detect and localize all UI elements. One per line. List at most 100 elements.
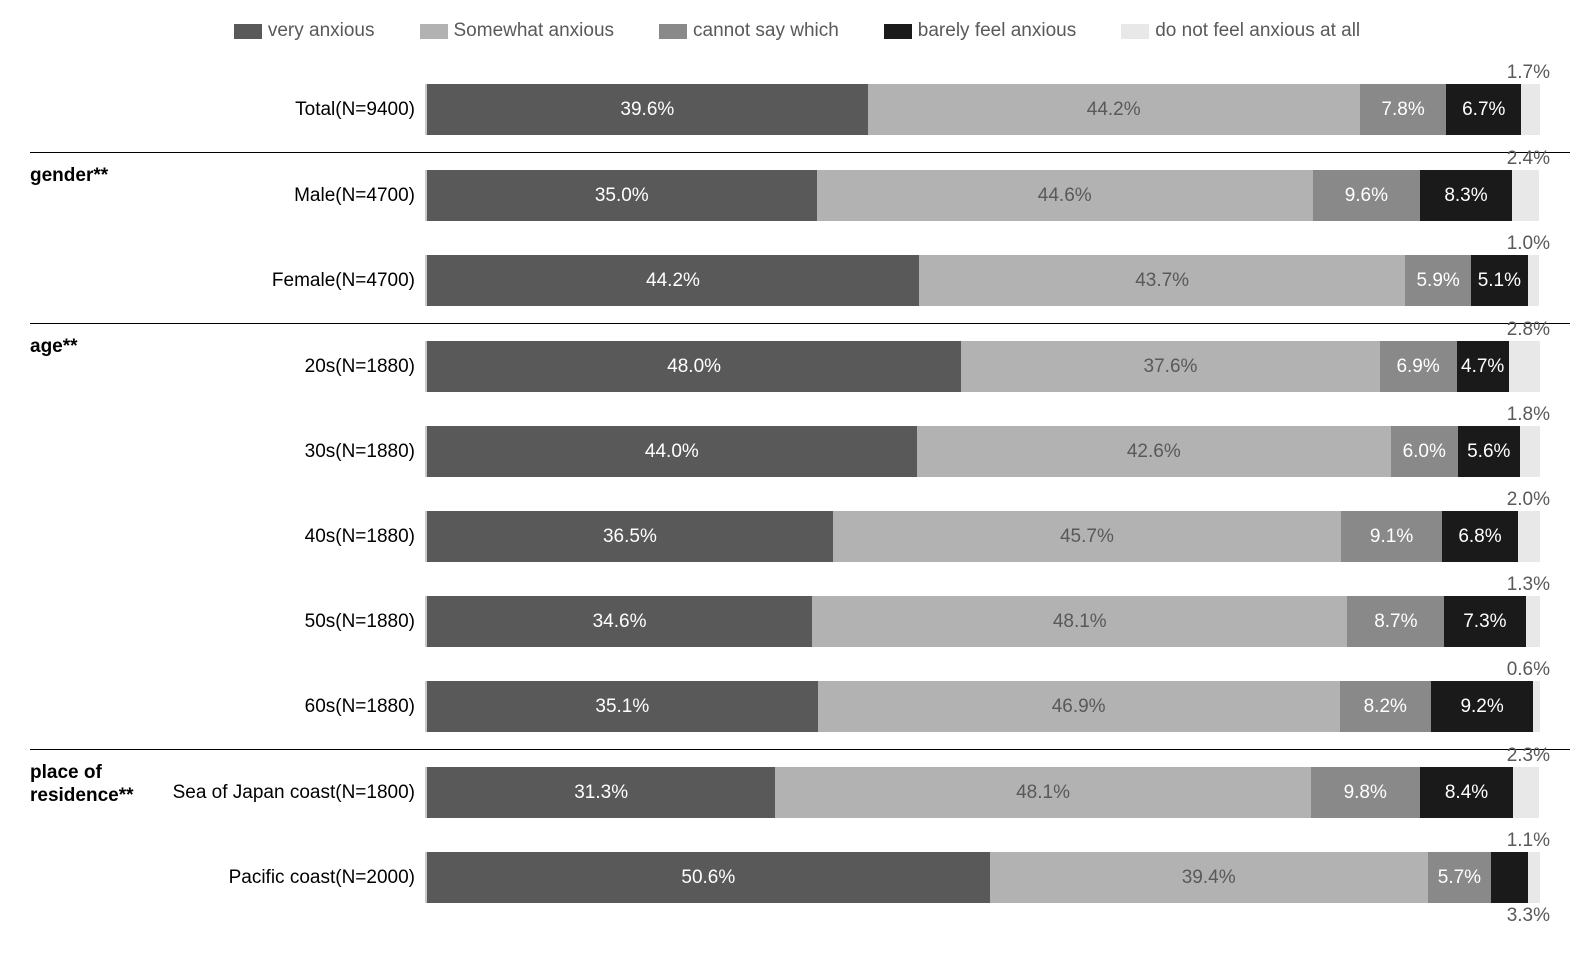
bar: 50.6%39.4%5.7%1.1%3.3% [425,852,1540,903]
external-label-top: 1.8% [1507,404,1550,426]
bar: 39.6%44.2%7.8%6.7%1.7% [425,84,1540,135]
bar-segment: 48.1% [812,596,1347,647]
external-label-bottom: 3.3% [1507,905,1550,927]
bar-segment: 9.2% [1431,681,1533,732]
legend-swatch [659,24,687,39]
row-label: 60s(N=1880) [30,696,425,718]
bar: 31.3%48.1%9.8%8.4%2.3% [425,767,1540,818]
row-label: Male(N=4700) [30,185,425,207]
bar-segment: 39.4% [990,852,1428,903]
group: gender**Male(N=4700)35.0%44.6%9.6%8.3%2.… [30,153,1564,323]
bar-segment: 7.8% [1360,84,1447,135]
legend-swatch [884,24,912,39]
bar-segment: 9.1% [1341,511,1442,562]
bar-segment: 8.7% [1347,596,1444,647]
bar-segment: 5.9% [1405,255,1471,306]
bar-segment: 35.0% [427,170,817,221]
chart-area: Total(N=9400)39.6%44.2%7.8%6.7%1.7%gende… [30,67,1564,920]
legend-swatch [420,24,448,39]
chart-row: Female(N=4700)44.2%43.7%5.9%5.1%1.0% [30,238,1564,323]
bar-segment [1533,681,1540,732]
bar-segment: 5.7% [1428,852,1491,903]
chart-row: 40s(N=1880)36.5%45.7%9.1%6.8%2.0% [30,494,1564,579]
bar-segment: 37.6% [961,341,1379,392]
bar-segment: 44.2% [868,84,1360,135]
group: place of residence**Sea of Japan coast(N… [30,750,1564,920]
bar-segment: 5.1% [1471,255,1528,306]
bar: 34.6%48.1%8.7%7.3%1.3% [425,596,1540,647]
row-label: 50s(N=1880) [30,611,425,633]
bar-segment: 8.3% [1420,170,1512,221]
external-label-top: 1.0% [1507,233,1550,255]
external-label-top: 1.7% [1507,62,1550,84]
chart-row: 20s(N=1880)48.0%37.6%6.9%4.7%2.8% [30,324,1564,409]
bar-segment [1518,511,1540,562]
bar-segment [1512,170,1539,221]
bar: 44.2%43.7%5.9%5.1%1.0% [425,255,1540,306]
bar-segment: 8.2% [1340,681,1431,732]
bar-segment: 43.7% [919,255,1405,306]
bar-segment [1520,426,1540,477]
bar-segment: 4.7% [1457,341,1509,392]
bar-segment: 44.6% [817,170,1313,221]
bar-segment [1521,84,1540,135]
bar: 35.0%44.6%9.6%8.3%2.4% [425,170,1540,221]
row-label: 40s(N=1880) [30,526,425,548]
bar-segment: 42.6% [917,426,1391,477]
chart-row: Total(N=9400)39.6%44.2%7.8%6.7%1.7% [30,67,1564,152]
row-label: Sea of Japan coast(N=1800) [30,782,425,804]
row-label: Female(N=4700) [30,270,425,292]
bar: 44.0%42.6%6.0%5.6%1.8% [425,426,1540,477]
bar-segment [1513,767,1539,818]
bar-segment: 6.8% [1442,511,1518,562]
bar-segment: 9.6% [1313,170,1420,221]
bar-segment [1526,596,1540,647]
legend-swatch [234,24,262,39]
row-label: Total(N=9400) [30,99,425,121]
bar-segment: 44.0% [427,426,917,477]
chart-row: Pacific coast(N=2000)50.6%39.4%5.7%1.1%3… [30,835,1564,920]
bar-segment: 31.3% [427,767,775,818]
bar-segment: 7.3% [1444,596,1525,647]
external-label-top: 2.3% [1507,745,1550,767]
bar-segment [1509,341,1540,392]
bar-segment: 48.1% [775,767,1310,818]
row-label: Pacific coast(N=2000) [30,867,425,889]
bar-segment [1528,852,1540,903]
bar-segment: 8.4% [1420,767,1513,818]
external-label-top: 0.6% [1507,659,1550,681]
group: age**20s(N=1880)48.0%37.6%6.9%4.7%2.8%30… [30,324,1564,749]
bar-segment [1528,255,1539,306]
external-label-top: 2.4% [1507,148,1550,170]
bar-segment: 34.6% [427,596,812,647]
chart-row: 60s(N=1880)35.1%46.9%8.2%9.2%0.6% [30,664,1564,749]
legend-label: barely feel anxious [918,20,1076,42]
bar-segment: 9.8% [1311,767,1420,818]
row-label: 20s(N=1880) [30,356,425,378]
legend-item: do not feel anxious at all [1121,20,1360,42]
bar-segment: 48.0% [427,341,961,392]
legend-item: very anxious [234,20,375,42]
external-label-top: 2.8% [1507,319,1550,341]
bar-segment [1491,852,1528,903]
row-label: 30s(N=1880) [30,441,425,463]
bar-segment: 44.2% [427,255,919,306]
legend-item: barely feel anxious [884,20,1076,42]
group: Total(N=9400)39.6%44.2%7.8%6.7%1.7% [30,67,1564,152]
legend-item: Somewhat anxious [420,20,615,42]
bar-segment: 6.0% [1391,426,1458,477]
bar-segment: 35.1% [427,681,818,732]
legend-label: Somewhat anxious [454,20,615,42]
bar-segment: 36.5% [427,511,833,562]
legend: very anxiousSomewhat anxiouscannot say w… [30,20,1564,42]
legend-label: do not feel anxious at all [1155,20,1360,42]
bar: 48.0%37.6%6.9%4.7%2.8% [425,341,1540,392]
external-label-top: 1.3% [1507,574,1550,596]
chart-row: Sea of Japan coast(N=1800)31.3%48.1%9.8%… [30,750,1564,835]
chart-row: 30s(N=1880)44.0%42.6%6.0%5.6%1.8% [30,409,1564,494]
bar-segment: 45.7% [833,511,1341,562]
external-label-top: 2.0% [1507,489,1550,511]
bar-segment: 39.6% [427,84,868,135]
bar: 35.1%46.9%8.2%9.2%0.6% [425,681,1540,732]
bar-segment: 5.6% [1458,426,1520,477]
